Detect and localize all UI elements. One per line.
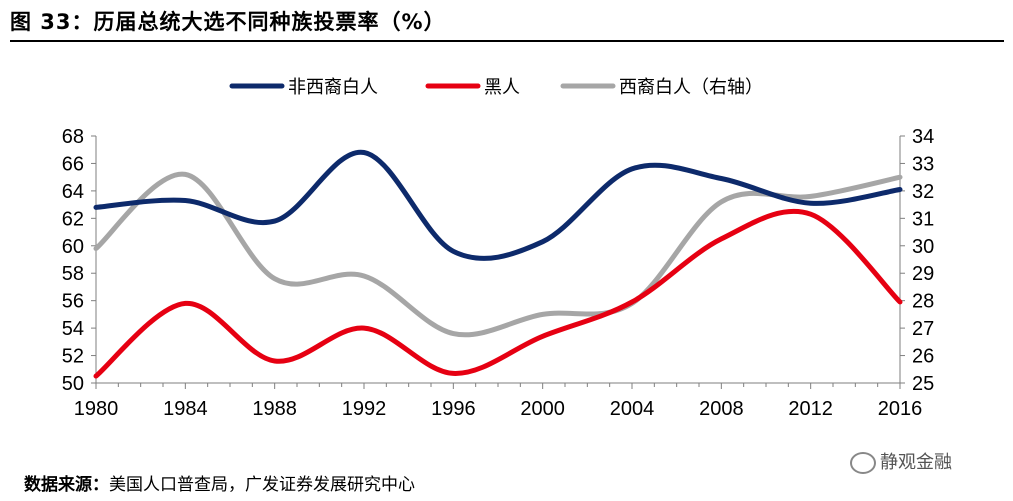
x-tick-label: 1996 — [431, 398, 476, 420]
y-left-tick-label: 62 — [62, 208, 84, 230]
y-right-tick-label: 26 — [912, 346, 934, 368]
legend-item-hispanic: 西裔白人（右轴） — [560, 77, 763, 98]
y-left-tick-label: 54 — [62, 318, 84, 340]
watermark-text: 静观金融 — [880, 452, 952, 473]
chart-title: 图 33：历届总统大选不同种族投票率（%） — [10, 10, 446, 34]
y-left-tick-label: 64 — [62, 181, 84, 203]
y-right-tick-label: 29 — [912, 263, 934, 285]
series-lines — [93, 149, 903, 379]
x-tick-label: 2008 — [699, 398, 744, 420]
legend: 非西裔白人 黑人 西裔白人（右轴） — [229, 77, 763, 98]
source-note: 数据来源：美国人口普查局，广发证券发展研究中心 — [24, 470, 415, 495]
y-right-tick-label: 33 — [912, 153, 934, 175]
series-line-non-hispanic-white — [93, 149, 903, 261]
source-text: 美国人口普查局，广发证券发展研究中心 — [109, 475, 415, 495]
y-right-tick-label: 30 — [912, 236, 934, 258]
title-divider — [10, 40, 1004, 42]
series-line-hispanic — [93, 171, 903, 338]
y-right-tick-label: 27 — [912, 318, 934, 340]
y-right-tick-label: 25 — [912, 373, 934, 395]
x-tick-label: 1984 — [163, 398, 208, 420]
x-tick-label: 2012 — [788, 398, 833, 420]
y-left-tick-label: 58 — [62, 263, 84, 285]
y-left-tick-label: 60 — [62, 236, 84, 258]
line-chart: 非西裔白人 黑人 西裔白人（右轴） 50 52 54 56 58 60 62 64 66 68 25 26… — [62, 77, 935, 420]
y-right-tick-label: 28 — [912, 291, 934, 313]
y-right-tick-label: 34 — [912, 126, 934, 148]
y-left-tick-label: 56 — [62, 291, 84, 313]
x-tick-label: 1988 — [252, 398, 297, 420]
x-tick-label: 2016 — [878, 398, 923, 420]
legend-item-non-hispanic-white: 非西裔白人 — [229, 77, 378, 98]
watermark: 静观金融 — [850, 448, 952, 474]
x-tick-label: 2000 — [520, 398, 565, 420]
y-left-tick-label: 50 — [62, 373, 84, 395]
legend-label: 黑人 — [484, 77, 520, 98]
legend-item-black: 黑人 — [425, 77, 520, 98]
axes: 50 52 54 56 58 60 62 64 66 68 25 26 27 28 29 30 31 32 33 34… — [62, 126, 935, 420]
x-tick-label: 1980 — [74, 398, 119, 420]
y-right-tick-label: 32 — [912, 181, 934, 203]
y-left-tick-label: 66 — [62, 153, 84, 175]
y-left-tick-label: 52 — [62, 346, 84, 368]
x-tick-label: 2004 — [610, 398, 655, 420]
legend-label: 非西裔白人 — [288, 77, 378, 98]
wechat-icon — [850, 452, 876, 474]
x-tick-label: 1992 — [342, 398, 387, 420]
series-line-black — [93, 208, 903, 379]
y-left-tick-label: 68 — [62, 126, 84, 148]
source-label: 数据来源： — [24, 475, 109, 495]
y-right-tick-label: 31 — [912, 208, 934, 230]
legend-label: 西裔白人（右轴） — [619, 77, 763, 98]
